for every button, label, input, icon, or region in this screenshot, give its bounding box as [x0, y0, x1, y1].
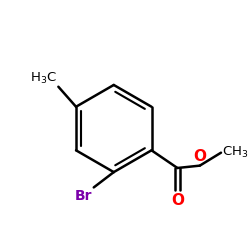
Text: O: O [171, 193, 184, 208]
Text: O: O [193, 150, 206, 164]
Text: CH$_3$: CH$_3$ [222, 145, 249, 160]
Text: H$_3$C: H$_3$C [30, 70, 57, 86]
Text: Br: Br [75, 188, 92, 202]
